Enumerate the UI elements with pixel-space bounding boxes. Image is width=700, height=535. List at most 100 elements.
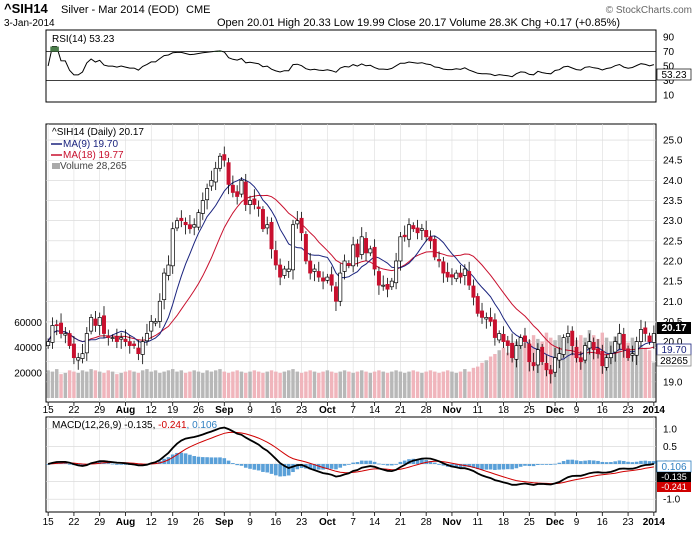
volume-bar xyxy=(76,372,80,398)
candle-body xyxy=(432,238,437,258)
volume-bar xyxy=(583,337,587,398)
volume-value-box xyxy=(656,354,692,367)
candle-body xyxy=(76,357,81,361)
macd-histogram-bar xyxy=(402,460,407,464)
candle-body xyxy=(613,341,618,353)
candle-body xyxy=(411,225,416,230)
price-tick-label: 24.5 xyxy=(663,156,683,167)
macd-histogram-bar xyxy=(286,464,291,476)
macd-histogram-bar xyxy=(368,460,373,464)
volume-bar xyxy=(295,371,300,398)
candle-body xyxy=(518,337,523,346)
candle-body xyxy=(59,322,64,334)
volume-bar xyxy=(205,370,209,398)
price-tick-label: 21.5 xyxy=(663,277,683,288)
volume-bar xyxy=(201,372,205,398)
ma9-legend-label: MA(9) 19.70 xyxy=(63,139,118,150)
volume-bar xyxy=(123,371,128,398)
ohlc-summary: Open 20.01 High 20.33 Low 19.99 Close 20… xyxy=(217,17,620,29)
x-axis-label: 29 xyxy=(94,517,106,528)
candle-body xyxy=(385,284,390,290)
macd-histogram-bar xyxy=(484,464,489,470)
candle-body xyxy=(162,272,167,301)
macd-histogram-bar xyxy=(106,463,111,464)
candle-body xyxy=(192,224,197,228)
macd-histogram-bar xyxy=(179,452,184,464)
volume-bar xyxy=(596,338,600,398)
volume-bar xyxy=(308,370,312,398)
candle-body xyxy=(273,250,278,266)
macd-histogram-bar xyxy=(566,459,570,464)
macd-histogram-bar xyxy=(475,464,480,469)
candle-body xyxy=(565,333,570,338)
volume-bar xyxy=(566,337,570,398)
candle-body xyxy=(608,353,613,359)
price-tick-label: 23.5 xyxy=(663,196,683,207)
candle-body xyxy=(50,325,55,343)
macd-histogram-bar xyxy=(458,464,463,468)
candle-body xyxy=(226,162,231,185)
volume-bar xyxy=(278,372,282,398)
x-axis-label: Sep xyxy=(215,517,233,528)
x-axis-label: 9 xyxy=(247,405,253,416)
candle-body xyxy=(346,263,351,266)
candle-body xyxy=(170,228,175,267)
x-axis-label: Oct xyxy=(319,405,336,416)
x-axis-label: Aug xyxy=(116,405,135,416)
x-axis-label: 16 xyxy=(597,405,609,416)
volume-bar xyxy=(299,372,304,398)
x-axis-label: 23 xyxy=(623,517,635,528)
volume-bar xyxy=(192,370,196,398)
candle-body xyxy=(359,236,364,255)
macd-histogram-bar xyxy=(420,459,424,464)
candle-body xyxy=(381,284,386,287)
macd-histogram-bar xyxy=(437,464,441,465)
candle-body xyxy=(372,246,377,270)
candle-body xyxy=(132,343,137,346)
candle-body xyxy=(484,317,489,320)
volume-bar xyxy=(158,372,162,398)
volume-bar xyxy=(265,371,269,398)
macd-histogram-bar xyxy=(505,464,510,470)
volume-bar xyxy=(377,370,381,398)
macd-histogram-bar xyxy=(432,462,437,464)
candle-body xyxy=(449,274,454,278)
candle-body xyxy=(634,341,639,356)
macd-histogram-bar xyxy=(523,464,527,466)
volume-bar xyxy=(381,371,385,398)
candle-body xyxy=(209,180,214,187)
macd-histogram-bar xyxy=(540,464,544,465)
candle-body xyxy=(256,206,261,209)
volume-legend-swatch xyxy=(52,163,60,169)
candle-body xyxy=(630,353,635,356)
macd-histogram-bar xyxy=(115,464,119,465)
macd-histogram-bar xyxy=(175,452,179,464)
macd-histogram-bar xyxy=(394,464,398,465)
macd-histogram-bar xyxy=(480,464,484,470)
x-axis-label: 21 xyxy=(395,517,407,528)
candle-body xyxy=(183,221,188,226)
candle-body xyxy=(230,184,235,193)
candle-body xyxy=(46,341,51,346)
macd-hist-text: , 0.106 xyxy=(187,420,218,431)
x-axis-label: 28 xyxy=(421,405,433,416)
volume-bar xyxy=(338,371,342,398)
x-axis-label: 2014 xyxy=(643,517,666,528)
volume-bar xyxy=(321,371,325,398)
candle-body xyxy=(136,347,141,355)
macd-histogram-bar xyxy=(110,463,115,465)
candle-body xyxy=(291,224,295,271)
candle-body xyxy=(222,154,227,161)
candle-body xyxy=(488,317,493,322)
rsi-current-box xyxy=(656,68,692,81)
x-axis-label: 16 xyxy=(270,517,282,528)
candle-body xyxy=(510,342,515,359)
candle-body xyxy=(157,300,162,322)
candle-body xyxy=(205,188,210,201)
volume-bar xyxy=(506,352,510,398)
candle-body xyxy=(398,236,403,262)
macd-histogram-bar xyxy=(119,464,123,465)
rsi-current-value: 53.23 xyxy=(661,70,686,81)
symbol-description: Silver - Mar 2014 (EOD) xyxy=(61,4,179,16)
